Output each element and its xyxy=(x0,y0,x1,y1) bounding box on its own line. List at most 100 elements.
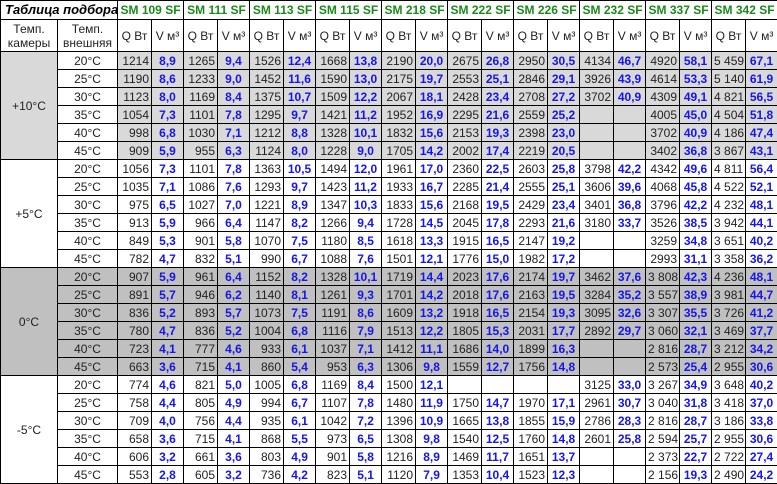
volume-cell: 43,1 xyxy=(746,142,777,160)
volume-cell: 9,7 xyxy=(284,178,316,196)
power-cell: 3 186 xyxy=(712,412,746,430)
power-cell: 3462 xyxy=(580,268,614,286)
volume-cell: 17,7 xyxy=(548,322,580,340)
volume-cell: 14,0 xyxy=(482,340,514,358)
power-cell: 994 xyxy=(250,394,284,412)
power-cell: 3 942 xyxy=(712,214,746,232)
outside-temp-cell: 40°C xyxy=(58,448,118,466)
power-cell: 2023 xyxy=(448,268,482,286)
power-cell: 1609 xyxy=(382,304,416,322)
power-cell: 1073 xyxy=(250,304,284,322)
volume-cell: 28,7 xyxy=(680,340,712,358)
v-header: V м³ xyxy=(218,20,250,52)
volume-cell: 40,2 xyxy=(746,376,777,394)
power-cell: 2603 xyxy=(514,160,548,178)
power-cell: 821 xyxy=(184,376,218,394)
power-cell: 1665 xyxy=(448,412,482,430)
q-header: Q Вт xyxy=(118,20,152,52)
volume-cell: 30,6 xyxy=(746,430,777,448)
power-cell: 1452 xyxy=(250,70,284,88)
volume-cell: 16,9 xyxy=(416,106,448,124)
power-cell: 1027 xyxy=(184,196,218,214)
power-cell: 2 816 xyxy=(646,412,680,430)
volume-cell: 4,0 xyxy=(152,412,184,430)
volume-cell: 25,1 xyxy=(548,178,580,196)
model-header: SM 113 SF xyxy=(250,1,316,20)
volume-cell: 13,8 xyxy=(350,52,382,70)
volume-cell: 28,7 xyxy=(680,412,712,430)
volume-cell: 3,6 xyxy=(152,430,184,448)
outside-temp-cell: 40°C xyxy=(58,232,118,250)
power-cell xyxy=(580,232,614,250)
power-cell: 1120 xyxy=(382,466,416,484)
volume-cell: 30,7 xyxy=(614,394,646,412)
power-cell: 3526 xyxy=(646,214,680,232)
power-cell: 1212 xyxy=(250,124,284,142)
volume-cell: 12,3 xyxy=(548,466,580,484)
volume-cell: 20,5 xyxy=(548,142,580,160)
power-cell: 2555 xyxy=(514,178,548,196)
volume-cell: 13,2 xyxy=(416,304,448,322)
power-cell: 1233 xyxy=(184,70,218,88)
power-cell: 758 xyxy=(118,394,152,412)
volume-cell xyxy=(614,106,646,124)
volume-cell: 21,6 xyxy=(548,214,580,232)
power-cell: 1191 xyxy=(316,304,350,322)
power-cell: 3 808 xyxy=(646,268,680,286)
outside-temp-cell: 20°C xyxy=(58,160,118,178)
power-cell: 1805 xyxy=(448,322,482,340)
outside-temp-cell: 45°C xyxy=(58,358,118,376)
power-cell: 1169 xyxy=(184,88,218,106)
volume-cell: 45,0 xyxy=(680,106,712,124)
volume-cell: 5,1 xyxy=(218,250,250,268)
power-cell: 2174 xyxy=(514,268,548,286)
volume-cell: 7,9 xyxy=(350,322,382,340)
power-cell: 1421 xyxy=(316,106,350,124)
power-cell: 3 267 xyxy=(646,376,680,394)
power-cell: 1375 xyxy=(250,88,284,106)
power-cell: 4 504 xyxy=(712,106,746,124)
power-cell: 4309 xyxy=(646,88,680,106)
volume-cell: 24,2 xyxy=(746,466,777,484)
power-cell: 3 557 xyxy=(646,286,680,304)
outside-temp-header: Темп. внешняя xyxy=(58,20,118,52)
power-cell: 955 xyxy=(184,142,218,160)
outside-temp-cell: 30°C xyxy=(58,304,118,322)
volume-cell: 34,2 xyxy=(746,340,777,358)
v-header: V м³ xyxy=(680,20,712,52)
power-cell: 868 xyxy=(250,430,284,448)
volume-cell: 40,2 xyxy=(746,232,777,250)
power-cell: 1123 xyxy=(118,88,152,106)
volume-cell: 29,7 xyxy=(614,322,646,340)
volume-cell: 6,7 xyxy=(284,394,316,412)
volume-cell: 9,0 xyxy=(218,70,250,88)
power-cell: 1054 xyxy=(118,106,152,124)
power-cell: 1982 xyxy=(514,250,548,268)
power-cell: 4 186 xyxy=(712,124,746,142)
power-cell: 777 xyxy=(184,340,218,358)
volume-cell: 23,4 xyxy=(548,196,580,214)
volume-cell: 31,1 xyxy=(680,250,712,268)
volume-cell: 33,0 xyxy=(614,376,646,394)
volume-cell: 9,8 xyxy=(416,358,448,376)
power-cell: 2154 xyxy=(514,304,548,322)
power-cell: 2163 xyxy=(514,286,548,304)
power-cell: 2285 xyxy=(448,178,482,196)
outside-temp-cell: 25°C xyxy=(58,394,118,412)
volume-cell: 7,5 xyxy=(284,304,316,322)
volume-cell: 8,6 xyxy=(152,70,184,88)
power-cell: 663 xyxy=(118,358,152,376)
volume-cell: 6,8 xyxy=(284,322,316,340)
outside-temp-cell: 35°C xyxy=(58,322,118,340)
power-cell: 1756 xyxy=(514,358,548,376)
power-cell xyxy=(580,142,614,160)
volume-cell xyxy=(614,124,646,142)
volume-cell: 8,9 xyxy=(416,448,448,466)
power-cell: 1293 xyxy=(250,178,284,196)
power-cell: 849 xyxy=(118,232,152,250)
